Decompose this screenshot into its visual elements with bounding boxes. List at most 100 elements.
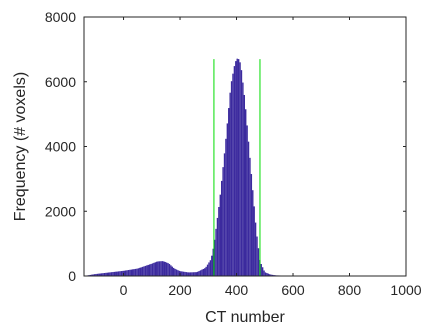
histogram-bar <box>92 274 94 276</box>
histogram-bar <box>175 269 178 276</box>
histogram-bar <box>102 273 104 276</box>
histogram-bar <box>235 61 237 277</box>
histogram-bar <box>223 153 226 276</box>
x-axis-ticks: 0 200 400 600 800 1000 <box>120 17 422 298</box>
histogram-bar <box>113 271 116 276</box>
histogram-bar <box>228 108 230 276</box>
histogram-bar <box>136 268 138 276</box>
histogram-bar <box>269 274 271 276</box>
histogram-bar <box>124 270 127 276</box>
x-tick-label: 600 <box>281 282 305 298</box>
histogram-bar <box>147 264 149 276</box>
histogram-bar <box>216 217 219 276</box>
histogram-bar <box>218 207 220 276</box>
histogram-bar <box>250 174 253 276</box>
histogram-bar <box>184 271 186 276</box>
histogram-bar <box>243 94 245 277</box>
histogram-bar <box>156 261 158 276</box>
histogram-bar <box>89 274 92 276</box>
y-tick-label: 6000 <box>45 74 76 90</box>
histogram-bar <box>154 262 157 276</box>
histogram-bar <box>177 270 179 276</box>
histogram-bar <box>222 167 224 276</box>
histogram-bar <box>127 270 130 276</box>
histogram-bar <box>96 273 99 276</box>
histogram-bar <box>141 266 144 276</box>
histogram-bar <box>146 265 148 276</box>
histogram-bar <box>189 272 192 276</box>
histogram-bar <box>230 81 233 276</box>
y-tick-label: 0 <box>68 268 76 284</box>
histogram-bar <box>140 267 142 276</box>
histogram-bar <box>195 272 197 276</box>
histogram-bar <box>132 269 134 276</box>
histogram-bar <box>213 239 216 276</box>
histogram-bar <box>182 271 185 276</box>
histogram-bar <box>181 271 183 276</box>
histogram-bar <box>119 271 121 276</box>
histogram-bar <box>133 269 135 276</box>
histogram-bar <box>229 92 231 276</box>
histogram-bar <box>205 266 207 276</box>
histogram-bar <box>232 73 234 276</box>
histogram-bar <box>116 271 118 276</box>
y-axis-ticks: 0 2000 4000 6000 8000 <box>45 9 406 284</box>
histogram-bar <box>122 270 124 276</box>
histogram-bar <box>108 272 110 276</box>
y-axis-label: Frequency (# voxels) <box>12 72 29 221</box>
histogram-bar <box>168 264 171 276</box>
histogram-bar <box>164 261 166 276</box>
histogram-bar <box>252 190 254 276</box>
histogram-bar <box>266 273 268 276</box>
histogram-bar <box>267 273 270 276</box>
histogram-bar <box>103 273 106 276</box>
histogram-bar <box>157 261 159 276</box>
histogram-bar <box>260 264 262 276</box>
histogram-bar <box>247 141 250 276</box>
histogram-bar <box>91 274 93 276</box>
histogram-bar <box>187 272 189 276</box>
histogram-bar <box>109 272 111 276</box>
histogram-bar <box>237 59 240 277</box>
histogram-bar <box>198 271 200 276</box>
histogram-bar <box>163 261 165 276</box>
histogram-bar <box>99 273 101 276</box>
histogram-bar <box>178 270 181 276</box>
histogram-bar <box>206 264 209 276</box>
histogram-bar <box>170 265 172 276</box>
histogram-bar <box>117 271 120 276</box>
histogram-bar <box>271 274 274 276</box>
histogram-bar <box>143 266 145 276</box>
x-tick-label: 1000 <box>390 282 421 298</box>
histogram-bar <box>254 222 257 276</box>
histogram-bar <box>196 271 199 276</box>
histogram-bar <box>185 272 188 276</box>
histogram-bar <box>191 272 193 276</box>
histogram-bar <box>225 138 227 276</box>
y-tick-label: 4000 <box>45 139 76 155</box>
histogram-bar <box>240 70 243 276</box>
y-tick-label: 8000 <box>45 9 76 25</box>
histogram-bar <box>270 274 272 276</box>
x-tick-label: 0 <box>120 282 128 298</box>
histogram-bar <box>158 261 161 276</box>
histogram-bar <box>161 261 164 276</box>
histogram-bar <box>211 255 213 276</box>
histogram-bar <box>93 274 96 276</box>
histogram-bar <box>144 265 147 276</box>
y-tick-label: 2000 <box>45 203 76 219</box>
x-tick-label: 200 <box>168 282 192 298</box>
histogram-bar <box>134 268 137 276</box>
histogram-bar <box>112 272 114 276</box>
histogram-bar <box>120 271 123 276</box>
histogram-bar <box>204 268 206 276</box>
histogram-bar <box>257 248 260 276</box>
threshold-lines <box>213 59 261 276</box>
histogram-bar <box>167 263 169 276</box>
histogram-bar <box>194 272 196 276</box>
histogram-bar <box>115 271 117 276</box>
histogram-bar <box>150 263 152 276</box>
histogram-bar <box>220 180 223 276</box>
histogram-bar <box>139 267 141 276</box>
